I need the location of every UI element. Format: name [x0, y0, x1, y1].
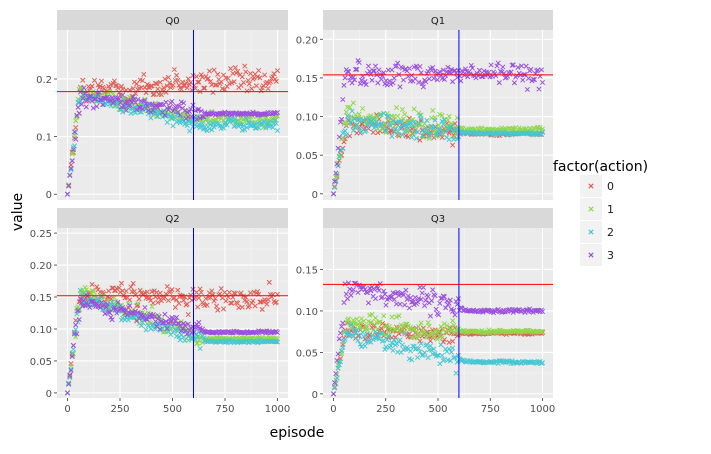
legend-marker: [588, 183, 594, 189]
y-tick-label: 0.05: [296, 348, 318, 359]
facet-title: Q0: [165, 16, 179, 27]
points-layer: [64, 279, 281, 396]
x-tick-label: 500: [428, 404, 447, 415]
y-tick-label: 0.15: [296, 74, 318, 85]
legend-label: 2: [607, 226, 614, 239]
legend-label: 0: [607, 180, 614, 193]
series-action-3: [64, 293, 281, 396]
y-tick-label: 0.05: [30, 357, 52, 368]
facet-strip: [323, 10, 553, 30]
legend-title: factor(action): [553, 159, 648, 175]
legend-label: 1: [607, 203, 614, 216]
y-tick-label: 0: [312, 390, 318, 401]
x-tick-label: 750: [481, 404, 500, 415]
facet-strip: [57, 208, 288, 228]
series-action-3: [64, 85, 281, 197]
y-tick-label: 0.05: [296, 151, 318, 162]
y-tick-label: 0.10: [30, 325, 52, 336]
y-tick-label: 0: [46, 190, 52, 201]
legend-marker: [588, 206, 594, 212]
x-tick-label: 500: [163, 404, 182, 415]
legend-marker: [588, 229, 594, 235]
points-layer: [64, 63, 281, 197]
facet-strip: [57, 10, 288, 30]
scatter-points: [64, 293, 281, 396]
x-tick-label: 1000: [530, 404, 555, 415]
legend-marker: [588, 252, 594, 258]
y-tick-label: 0.15: [296, 265, 318, 276]
x-tick-label: 750: [215, 404, 234, 415]
y-tick-label: 0.20: [296, 35, 318, 46]
x-tick-label: 0: [64, 404, 70, 415]
facet-title: Q3: [431, 214, 445, 225]
y-tick-label: 0.25: [30, 229, 52, 240]
y-tick-label: 0.15: [30, 293, 52, 304]
scatter-points: [64, 85, 281, 197]
x-tick-label: 250: [376, 404, 395, 415]
x-tick-label: 250: [110, 404, 129, 415]
y-tick-label: 0.10: [296, 307, 318, 318]
y-axis-label: value: [10, 193, 26, 231]
legend-item-1: 1: [580, 198, 614, 220]
x-tick-label: 0: [330, 404, 336, 415]
facet-title: Q1: [431, 16, 445, 27]
legend-item-2: 2: [580, 221, 614, 243]
facet-strip: [323, 208, 553, 228]
series-action-3: [330, 280, 546, 397]
y-tick-label: 0.10: [296, 113, 318, 124]
y-tick-label: 0.1: [36, 133, 52, 144]
legend-item-3: 3: [580, 244, 614, 266]
x-tick-label: 1000: [265, 404, 290, 415]
points-layer: [330, 280, 546, 397]
legend: factor(action) 0 1 2 3: [553, 159, 648, 266]
legend-item-0: 0: [580, 175, 614, 197]
x-axis-label: episode: [270, 425, 325, 441]
y-tick-label: 0: [312, 190, 318, 201]
facet-panel-q3: Q3 0 0.05 0.10 0.15 0 250 500 750 1000: [296, 208, 555, 415]
facet-title: Q2: [165, 214, 179, 225]
y-tick-label: 0.20: [30, 261, 52, 272]
legend-label: 3: [607, 249, 614, 262]
facet-panel-q1: Q1 0 0.05 0.10 0.15 0.20: [296, 10, 553, 201]
facet-panel-q0: Q0 0 0.1 0.2: [36, 10, 288, 201]
scatter-points: [330, 280, 546, 397]
facet-panel-q2: Q2 0 0.05 0.10 0.15 0.20 0.25 0 250 500 750 1000: [30, 208, 290, 415]
y-tick-label: 0.2: [36, 75, 52, 86]
y-tick-label: 0: [46, 389, 52, 400]
